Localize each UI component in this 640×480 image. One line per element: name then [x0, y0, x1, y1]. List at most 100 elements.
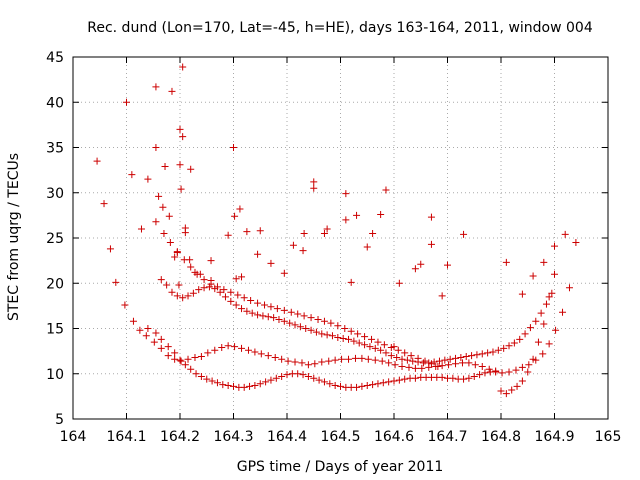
- data-point: [240, 383, 248, 391]
- y-tick-label: 30: [46, 186, 64, 202]
- data-point: [159, 203, 167, 211]
- data-point: [196, 270, 204, 278]
- data-point: [243, 307, 251, 315]
- data-point: [291, 358, 299, 366]
- data-point: [337, 382, 344, 390]
- data-point: [334, 334, 342, 342]
- data-point: [165, 212, 173, 220]
- data-point: [230, 382, 237, 390]
- data-point: [230, 144, 237, 151]
- data-point: [358, 354, 366, 362]
- data-point: [347, 278, 355, 286]
- data-point: [218, 344, 226, 352]
- data-point: [508, 386, 516, 394]
- data-point: [398, 355, 406, 363]
- x-tick-label: 164.9: [534, 429, 574, 445]
- data-point: [256, 380, 264, 388]
- data-point: [551, 270, 558, 278]
- data-point: [457, 353, 465, 361]
- data-point: [307, 314, 315, 322]
- data-point: [224, 382, 232, 390]
- data-point: [247, 296, 255, 304]
- data-point: [161, 163, 169, 171]
- data-point: [272, 374, 280, 382]
- data-point: [446, 355, 454, 363]
- data-point: [325, 357, 333, 365]
- data-point: [465, 359, 473, 367]
- data-point: [505, 368, 513, 376]
- data-point: [353, 211, 361, 219]
- chart-title: Rec. dund (Lon=170, Lat=-45, h=HE), days…: [87, 20, 593, 36]
- data-point: [219, 381, 227, 389]
- data-point: [144, 175, 152, 183]
- data-point: [355, 339, 363, 347]
- data-point: [502, 390, 510, 398]
- data-point: [318, 330, 326, 338]
- data-point: [157, 344, 165, 352]
- data-point: [540, 258, 548, 266]
- data-point: [552, 326, 560, 334]
- data-point: [354, 330, 362, 338]
- data-point: [221, 293, 229, 301]
- data-point: [449, 374, 457, 382]
- data-point: [280, 317, 288, 325]
- x-tick-label: 164.1: [106, 429, 146, 445]
- data-point: [203, 375, 211, 383]
- y-tick-label: 40: [46, 95, 64, 111]
- data-point: [405, 363, 413, 371]
- data-point: [304, 361, 312, 369]
- data-point: [364, 355, 372, 363]
- data-point: [187, 365, 195, 373]
- data-point: [187, 263, 195, 271]
- x-tick-label: 164: [60, 429, 87, 445]
- data-point: [315, 376, 323, 384]
- data-point: [177, 185, 185, 193]
- data-point: [227, 288, 235, 296]
- data-point: [100, 200, 108, 208]
- x-tick-label: 164.7: [427, 429, 467, 445]
- data-point: [207, 257, 215, 265]
- data-point: [254, 299, 262, 307]
- x-tick-label: 164.6: [374, 429, 414, 445]
- data-point: [231, 343, 239, 351]
- data-point: [152, 144, 160, 151]
- data-point: [532, 317, 540, 325]
- data-point: [257, 350, 265, 358]
- data-point: [294, 310, 302, 318]
- data-point: [171, 355, 179, 363]
- data-point: [326, 380, 334, 388]
- y-tick-label: 20: [46, 276, 64, 292]
- data-point: [390, 343, 398, 351]
- data-point: [374, 338, 382, 346]
- data-point: [232, 275, 240, 283]
- data-point: [246, 382, 254, 390]
- data-point: [339, 334, 347, 342]
- data-point: [378, 357, 386, 365]
- y-tick-label: 5: [55, 412, 64, 428]
- data-point: [498, 369, 506, 377]
- data-point: [561, 230, 569, 238]
- data-point: [341, 325, 349, 332]
- data-point: [262, 378, 270, 386]
- data-point: [363, 382, 371, 390]
- data-point: [284, 357, 292, 365]
- data-point: [289, 241, 297, 249]
- data-point: [363, 243, 371, 251]
- data-point: [502, 258, 510, 266]
- data-point: [234, 291, 242, 299]
- data-point: [551, 242, 558, 250]
- data-point: [369, 381, 377, 389]
- data-point: [391, 361, 399, 369]
- data-point: [160, 229, 168, 237]
- data-point: [460, 375, 468, 383]
- data-point: [179, 294, 187, 302]
- data-points: [93, 63, 580, 398]
- data-point: [314, 315, 322, 323]
- data-point: [327, 319, 335, 327]
- data-point: [177, 357, 185, 365]
- data-point: [168, 87, 176, 95]
- x-tick-label: 164.2: [160, 429, 200, 445]
- data-point: [366, 343, 374, 351]
- data-point: [286, 319, 294, 327]
